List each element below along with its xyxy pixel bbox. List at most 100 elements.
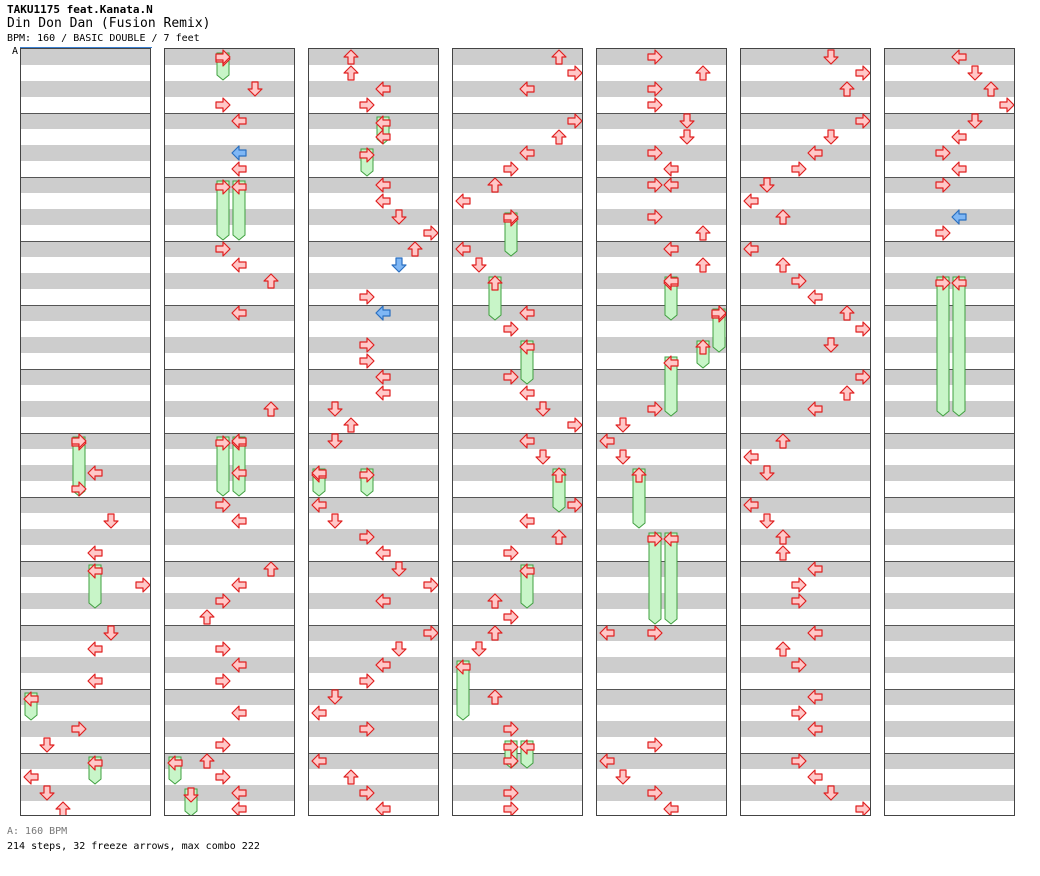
beat-band: [885, 209, 1014, 225]
bpm-marker: A: [12, 46, 19, 57]
measure-line: [885, 497, 1014, 498]
beat-band: [453, 465, 582, 481]
measure-line: [453, 689, 582, 690]
beat-band: [165, 273, 294, 289]
beat-band: [165, 145, 294, 161]
arrow-icon: [951, 49, 967, 65]
arrow-icon: [519, 145, 535, 161]
measure-line: [885, 753, 1014, 754]
measure-line: [165, 689, 294, 690]
arrow-icon: [503, 785, 519, 801]
arrow-icon: [823, 337, 839, 353]
beat-band: [453, 433, 582, 449]
measure-line: [741, 753, 870, 754]
arrow-icon: [359, 289, 375, 305]
beat-band: [165, 625, 294, 641]
arrow-icon: [359, 97, 375, 113]
beat-band: [309, 433, 438, 449]
arrow-icon: [935, 177, 951, 193]
arrow-icon: [647, 625, 663, 641]
arrow-icon: [759, 465, 775, 481]
arrow-icon: [663, 161, 679, 177]
measure-line: [741, 369, 870, 370]
beat-band: [21, 49, 150, 65]
arrow-icon: [615, 769, 631, 785]
arrow-icon: [199, 609, 215, 625]
arrow-icon: [647, 531, 663, 547]
arrow-icon: [215, 97, 231, 113]
measure-line: [453, 497, 582, 498]
arrow-icon: [263, 561, 279, 577]
beat-band: [885, 81, 1014, 97]
beat-band: [885, 625, 1014, 641]
arrow-icon: [231, 705, 247, 721]
beat-band: [597, 753, 726, 769]
freeze-arrow: [215, 435, 231, 497]
arrow-icon: [343, 65, 359, 81]
beat-band: [21, 209, 150, 225]
measure-line: [21, 305, 150, 306]
arrow-icon: [663, 177, 679, 193]
arrow-icon: [839, 305, 855, 321]
measure-line: [165, 753, 294, 754]
arrow-icon: [855, 113, 870, 129]
arrow-icon: [775, 529, 791, 545]
arrow-icon: [487, 275, 503, 291]
arrow-icon: [567, 497, 582, 513]
arrow-icon: [359, 673, 375, 689]
arrow-icon: [951, 129, 967, 145]
measure-line: [21, 177, 150, 178]
beat-band: [309, 401, 438, 417]
beat-band: [309, 753, 438, 769]
beat-band: [885, 753, 1014, 769]
arrow-icon: [807, 625, 823, 641]
arrow-icon: [647, 97, 663, 113]
arrow-icon: [375, 385, 391, 401]
arrow-icon: [375, 545, 391, 561]
measure-line: [309, 433, 438, 434]
measure-line: [309, 561, 438, 562]
arrow-icon: [631, 467, 647, 483]
beat-band: [21, 753, 150, 769]
arrow-icon: [199, 753, 215, 769]
beat-band: [309, 497, 438, 513]
arrow-icon: [375, 115, 391, 131]
freeze-arrow: [951, 275, 967, 417]
arrow-icon: [503, 801, 519, 815]
arrow-icon: [311, 465, 327, 481]
arrow-icon: [807, 145, 823, 161]
measure-line: [885, 689, 1014, 690]
chart-column: [20, 48, 151, 816]
measure-line: [885, 561, 1014, 562]
arrow-icon: [647, 81, 663, 97]
measure-line: [309, 369, 438, 370]
arrow-icon: [695, 225, 711, 241]
beat-band: [597, 337, 726, 353]
measure-line: [453, 369, 582, 370]
arrow-icon: [679, 113, 695, 129]
arrow-icon: [503, 609, 519, 625]
arrow-icon: [343, 49, 359, 65]
beat-band: [21, 81, 150, 97]
arrow-icon: [503, 545, 519, 561]
arrow-icon: [103, 625, 119, 641]
beat-band: [885, 657, 1014, 673]
arrow-icon: [423, 577, 438, 593]
arrow-icon: [711, 305, 726, 321]
beat-band: [309, 177, 438, 193]
arrow-icon: [791, 657, 807, 673]
chart-column: [884, 48, 1015, 816]
beat-band: [165, 305, 294, 321]
beat-band: [597, 241, 726, 257]
arrow-icon: [695, 257, 711, 273]
arrow-icon: [359, 147, 375, 163]
arrow-icon: [375, 177, 391, 193]
chart-column: [740, 48, 871, 816]
arrow-icon: [87, 563, 103, 579]
measure-line: [309, 305, 438, 306]
arrow-icon: [87, 545, 103, 561]
arrow-icon: [343, 417, 359, 433]
beat-band: [741, 241, 870, 257]
beat-band: [21, 497, 150, 513]
arrow-icon: [71, 433, 87, 449]
